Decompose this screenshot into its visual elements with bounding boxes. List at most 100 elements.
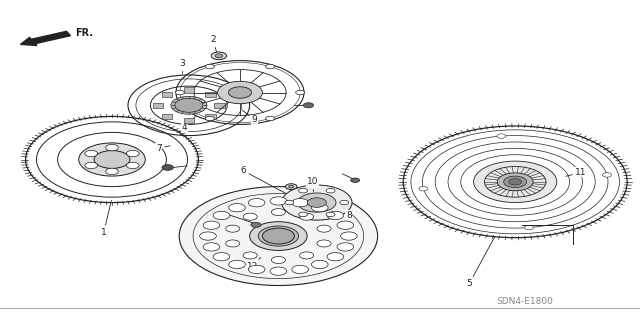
Circle shape	[271, 209, 285, 216]
Circle shape	[248, 265, 265, 274]
Circle shape	[497, 134, 506, 138]
FancyBboxPatch shape	[153, 103, 163, 108]
Circle shape	[266, 64, 275, 69]
Circle shape	[504, 176, 527, 188]
Circle shape	[307, 198, 326, 207]
Circle shape	[270, 197, 287, 205]
Circle shape	[300, 213, 314, 220]
Circle shape	[298, 193, 336, 212]
Circle shape	[179, 187, 378, 286]
Circle shape	[175, 90, 184, 95]
Circle shape	[251, 222, 261, 227]
Circle shape	[289, 185, 294, 188]
Circle shape	[317, 225, 331, 232]
Text: 10: 10	[307, 177, 318, 191]
Circle shape	[248, 198, 265, 207]
Circle shape	[337, 221, 354, 229]
Circle shape	[175, 98, 203, 112]
Circle shape	[126, 150, 139, 157]
Text: 6: 6	[241, 166, 285, 193]
Circle shape	[525, 225, 534, 230]
Circle shape	[326, 189, 335, 193]
Text: 5: 5	[467, 237, 495, 288]
Text: 8: 8	[344, 208, 351, 220]
Circle shape	[171, 96, 207, 114]
Circle shape	[312, 260, 328, 269]
Circle shape	[203, 221, 220, 229]
Circle shape	[602, 173, 611, 177]
Circle shape	[340, 200, 349, 205]
Text: 12: 12	[247, 257, 260, 271]
Circle shape	[243, 252, 257, 259]
Circle shape	[200, 232, 216, 240]
Circle shape	[215, 54, 223, 58]
FancyBboxPatch shape	[205, 114, 216, 119]
Text: 3: 3	[180, 59, 185, 73]
Circle shape	[162, 165, 173, 170]
Text: 4: 4	[182, 115, 196, 132]
Circle shape	[317, 240, 331, 247]
Circle shape	[327, 211, 344, 219]
Circle shape	[213, 253, 230, 261]
Circle shape	[266, 116, 275, 121]
Circle shape	[258, 226, 298, 246]
Circle shape	[285, 200, 294, 205]
Circle shape	[419, 187, 428, 191]
Circle shape	[126, 162, 139, 169]
Circle shape	[94, 151, 130, 168]
Circle shape	[205, 116, 214, 121]
FancyBboxPatch shape	[162, 92, 172, 97]
Circle shape	[250, 222, 307, 250]
Circle shape	[106, 145, 118, 151]
Circle shape	[106, 168, 118, 174]
Circle shape	[213, 211, 230, 219]
Circle shape	[299, 189, 308, 193]
Text: 11: 11	[566, 168, 587, 177]
Circle shape	[292, 198, 308, 207]
Circle shape	[228, 204, 245, 212]
Circle shape	[340, 232, 357, 240]
Circle shape	[474, 161, 557, 203]
Circle shape	[497, 173, 533, 191]
FancyBboxPatch shape	[184, 118, 194, 123]
Circle shape	[303, 103, 314, 108]
Circle shape	[285, 184, 297, 189]
FancyBboxPatch shape	[205, 92, 216, 97]
Circle shape	[226, 225, 240, 232]
Text: 7: 7	[156, 144, 170, 153]
Circle shape	[326, 212, 335, 217]
Text: FR.: FR.	[76, 28, 93, 39]
Text: 1: 1	[101, 200, 111, 237]
Circle shape	[300, 252, 314, 259]
Circle shape	[509, 179, 522, 185]
Circle shape	[271, 256, 285, 263]
Circle shape	[312, 204, 328, 212]
Text: SDN4-E1800: SDN4-E1800	[497, 297, 553, 306]
Circle shape	[211, 52, 227, 60]
Circle shape	[218, 81, 262, 104]
Circle shape	[228, 87, 252, 98]
FancyBboxPatch shape	[162, 114, 172, 119]
Text: 9: 9	[242, 110, 257, 124]
Circle shape	[228, 260, 245, 269]
FancyBboxPatch shape	[184, 87, 194, 93]
Circle shape	[243, 213, 257, 220]
Circle shape	[226, 240, 240, 247]
Text: 2: 2	[211, 35, 217, 53]
Circle shape	[205, 64, 214, 69]
Circle shape	[282, 185, 352, 220]
Circle shape	[296, 90, 305, 95]
Circle shape	[351, 178, 360, 182]
Circle shape	[327, 253, 344, 261]
Circle shape	[85, 162, 98, 169]
FancyArrow shape	[20, 31, 70, 46]
Circle shape	[79, 143, 145, 176]
FancyBboxPatch shape	[214, 103, 225, 108]
Circle shape	[270, 267, 287, 275]
Circle shape	[203, 243, 220, 251]
Circle shape	[337, 243, 354, 251]
Circle shape	[85, 150, 98, 157]
Circle shape	[262, 228, 294, 244]
Circle shape	[292, 265, 308, 274]
Circle shape	[299, 212, 308, 217]
